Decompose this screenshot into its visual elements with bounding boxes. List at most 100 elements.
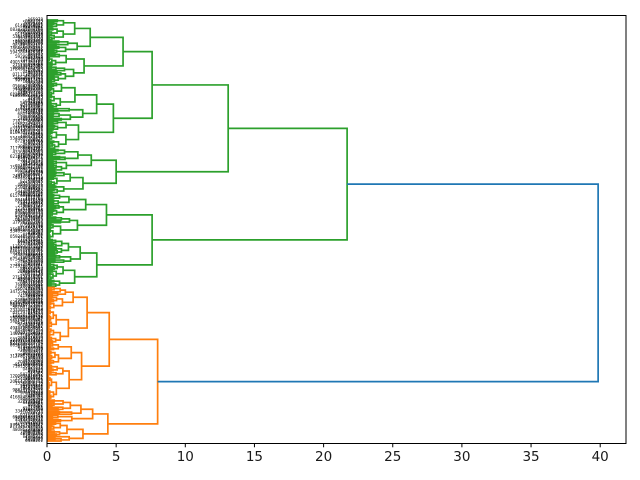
cluster-link [53,422,62,429]
cluster-link [47,206,57,210]
leaf-label: 186368428116 [12,93,43,98]
leaf-label: 04851336 [23,366,44,371]
cluster-link [56,318,70,338]
cluster-link [59,269,76,284]
cluster-link [47,34,55,40]
leaf-label: 718223480060 [12,119,43,124]
leaf-label: 421473 [28,365,44,370]
cluster-link [47,164,55,168]
cluster-link [47,438,62,442]
cluster-link [47,36,50,40]
cluster-link [56,206,65,214]
leaf-label: 3475567878568 [10,289,44,294]
x-tick-label: 0 [43,449,52,465]
leaf-label: 22543010 [23,161,44,166]
leaf-label: 5892580026 [18,47,44,52]
cluster-link [47,437,56,441]
leaf-label: 388545 [28,393,44,398]
leaf-label: 72684870 [23,361,44,366]
leaf-label: 4168248640335 [10,395,44,400]
cluster-link [52,209,58,215]
cluster-link [47,419,62,423]
cluster-link [47,406,64,411]
cluster-link [47,371,52,375]
cluster-link [47,67,66,72]
leaf-labels: 1659780542793505642325071401614803680178… [10,17,44,443]
cluster-link [47,361,52,365]
leaf-label: 193843 [28,95,44,100]
cluster-link [47,66,57,71]
cluster-link [77,203,108,227]
leaf-label: 587417857 [20,372,43,377]
cluster-link [51,365,58,371]
leaf-label: 954338 [28,97,44,102]
cluster-link [47,91,53,96]
cluster-link [53,177,58,185]
leaf-label: 5231308727719 [10,341,44,346]
cluster-link [49,230,54,238]
cluster-link [59,114,72,121]
leaf-label: 587601362421 [12,304,43,309]
cluster-link [84,36,124,67]
leaf-label: 0366320 [25,397,43,402]
cluster-link [47,155,61,159]
cluster-link [47,375,49,379]
x-tick-label: 40 [592,449,609,465]
cluster-link [47,411,73,416]
cluster-link [60,86,76,103]
leaf-label: 158865205 [20,192,43,197]
leaf-label: 997001 [28,403,44,408]
leaf-label: 2740681123 [18,203,44,208]
cluster-link [47,309,50,313]
leaf-label: 46148528748 [15,107,43,112]
leaf-label: 5943864620371 [10,50,44,55]
leaf-label: 2566555836839 [10,227,44,232]
leaf-label: 6234080731813 [10,92,44,97]
leaf-label: 120281126182 [12,313,43,318]
cluster-link [50,95,55,102]
cluster-link [50,102,58,108]
cluster-link [50,224,54,229]
cluster-link [63,21,76,35]
leaf-label: 5703470355 [18,235,44,240]
leaf-label: 2173824260 [18,241,44,246]
leaf-label: 275235557364 [12,62,43,67]
cluster-link [51,59,57,66]
leaf-label: 668145912 [20,166,43,171]
leaf-label: 100134443 [20,255,43,260]
leaf-label: 246008629 [20,114,43,119]
leaf-label: 2710435626 [18,152,44,157]
leaf-label: 0834203268166 [10,27,44,32]
leaf-label: 06609705 [23,430,44,435]
cluster-link [47,286,55,291]
leaf-label: 126477 [28,309,44,314]
cluster-link [47,364,51,368]
leaf-label: 90853240 [23,351,44,356]
leaf-label: 1784942604393 [10,66,44,71]
leaf-label: 1206060 [25,435,43,440]
leaf-label: 0542793 [25,19,43,24]
cluster-link [47,230,50,234]
cluster-link [57,289,67,296]
cluster-link [61,242,70,252]
leaf-label: 12654919 [23,57,44,62]
leaf-label: 2796323388842 [10,423,44,428]
leaf-label: 672673 [28,306,44,311]
leaf-label: 0466572 [25,375,43,380]
leaf-label: 002317 [28,141,44,146]
cluster-link [55,240,63,247]
leaf-label: 071113752231 [12,72,43,77]
leaf-label: 779440446489 [12,88,43,93]
leaf-label: 401482 [28,285,44,290]
leaf-label: 433659947883 [12,150,43,155]
cluster-link [47,179,50,183]
cluster-link [52,112,60,118]
cluster-link [57,121,67,129]
cluster-link [47,371,57,376]
plot-axes: 0 5 10 15 20 25 30 35 40 [43,15,627,465]
leaf-label: 86710048 [23,85,44,90]
cluster-link [47,330,51,334]
cluster-link [56,134,67,146]
leaf-label: 988177547575 [12,388,43,393]
cluster-link [47,333,51,337]
